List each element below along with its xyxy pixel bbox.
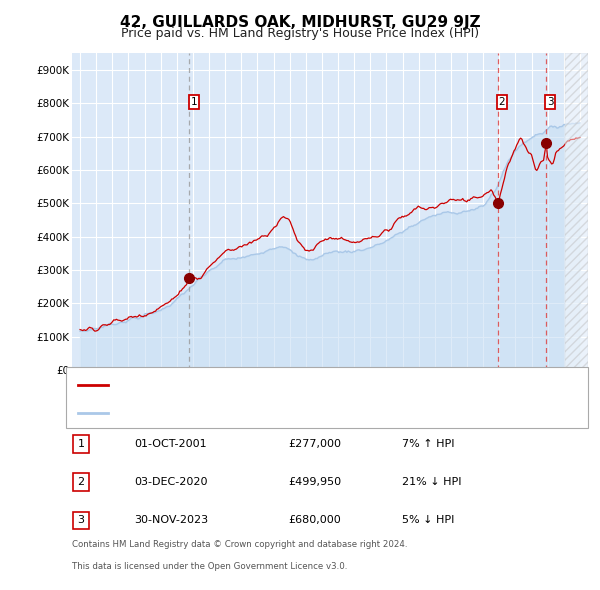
Text: 30-NOV-2023: 30-NOV-2023: [134, 516, 208, 525]
Text: 3: 3: [77, 516, 85, 525]
Text: 42, GUILLARDS OAK, MIDHURST, GU29 9JZ: 42, GUILLARDS OAK, MIDHURST, GU29 9JZ: [119, 15, 481, 30]
Text: 03-DEC-2020: 03-DEC-2020: [134, 477, 208, 487]
Text: 1: 1: [77, 439, 85, 449]
Text: 2: 2: [77, 477, 85, 487]
Text: 3: 3: [547, 97, 554, 107]
Text: Price paid vs. HM Land Registry's House Price Index (HPI): Price paid vs. HM Land Registry's House …: [121, 27, 479, 40]
Text: £277,000: £277,000: [289, 439, 342, 449]
Text: £680,000: £680,000: [289, 516, 341, 525]
Text: 7% ↑ HPI: 7% ↑ HPI: [402, 439, 455, 449]
Text: 1: 1: [190, 97, 197, 107]
Text: 42, GUILLARDS OAK, MIDHURST, GU29 9JZ (detached house): 42, GUILLARDS OAK, MIDHURST, GU29 9JZ (d…: [114, 381, 454, 391]
Text: Contains HM Land Registry data © Crown copyright and database right 2024.: Contains HM Land Registry data © Crown c…: [72, 539, 407, 549]
Text: 2: 2: [499, 97, 505, 107]
Text: HPI: Average price, detached house, Chichester: HPI: Average price, detached house, Chic…: [114, 408, 380, 418]
Text: 21% ↓ HPI: 21% ↓ HPI: [402, 477, 462, 487]
Text: This data is licensed under the Open Government Licence v3.0.: This data is licensed under the Open Gov…: [72, 562, 347, 572]
Text: 01-OCT-2001: 01-OCT-2001: [134, 439, 206, 449]
Bar: [565, 53, 588, 370]
Text: £499,950: £499,950: [289, 477, 342, 487]
Text: 5% ↓ HPI: 5% ↓ HPI: [402, 516, 455, 525]
